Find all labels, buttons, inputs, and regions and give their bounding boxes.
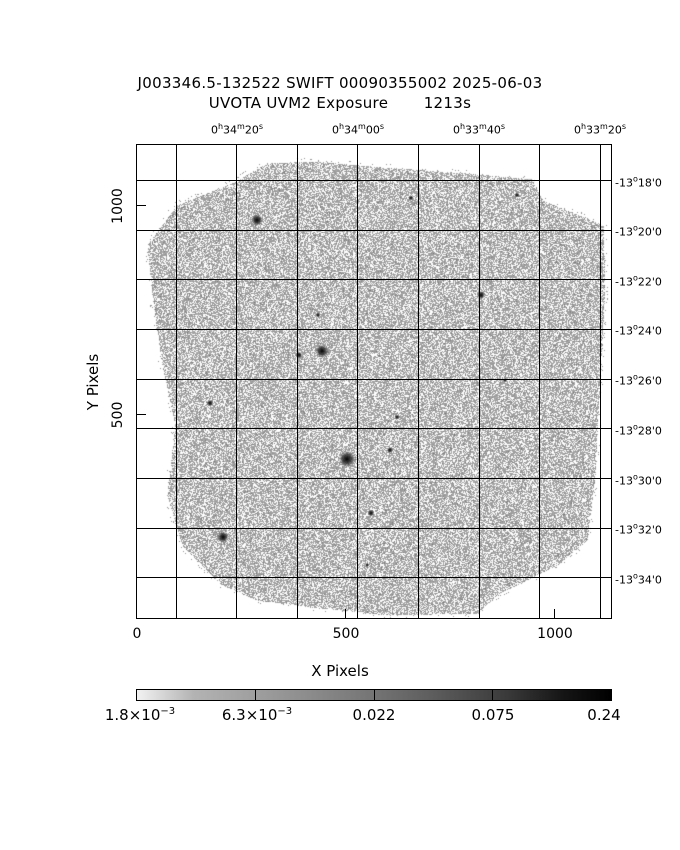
x-axis-label: X Pixels [311, 662, 369, 680]
y-axis-label: Y Pixels [84, 353, 102, 411]
colorbar-label-2: 6.3×10−3 [221, 706, 293, 724]
ra-label-4: 0h33m20s [573, 122, 627, 137]
dec-label-7: -13o30'0 [615, 472, 662, 488]
ra-label-1: 0h34m20s [210, 122, 264, 137]
colorbar-label-5: 0.24 [587, 706, 621, 724]
colorbar-tick-1 [255, 690, 256, 700]
ra-label-3: 0h33m40s [452, 122, 506, 137]
exposure-map-image [137, 145, 611, 618]
colorbar-tick-2 [374, 690, 375, 700]
colorbar [136, 689, 612, 701]
dec-label-2: -13o20'0 [615, 223, 662, 239]
dec-label-4: -13o24'0 [615, 322, 662, 338]
y-tick-label-500: 500 [110, 401, 126, 429]
colorbar-tick-3 [492, 690, 493, 700]
y-tick-label-1000: 1000 [110, 188, 126, 224]
dec-label-3: -13o22'0 [615, 273, 662, 289]
x-tick-label-500: 500 [332, 626, 360, 642]
image-title: J003346.5-132522 SWIFT 00090355002 2025-… [137, 74, 543, 92]
x-tick-label-0: 0 [132, 626, 142, 642]
coordinate-grid [136, 144, 612, 619]
dec-label-5: -13o26'0 [615, 372, 662, 388]
exposure-image-panel[interactable] [136, 144, 612, 619]
dec-label-8: -13o32'0 [615, 521, 662, 537]
x-tick-label-1000: 1000 [537, 626, 573, 642]
dec-label-9: -13o34'0 [615, 571, 662, 587]
image-subtitle: UVOTA UVM2 Exposure 1213s [208, 94, 472, 112]
colorbar-label-3: 0.022 [352, 706, 396, 724]
dec-label-6: -13o28'0 [615, 422, 662, 438]
ra-label-2: 0h34m00s [331, 122, 385, 137]
colorbar-label-4: 0.075 [471, 706, 515, 724]
dec-label-1: -13o18'0 [615, 174, 662, 190]
colorbar-label-1: 1.8×10−3 [104, 706, 176, 724]
